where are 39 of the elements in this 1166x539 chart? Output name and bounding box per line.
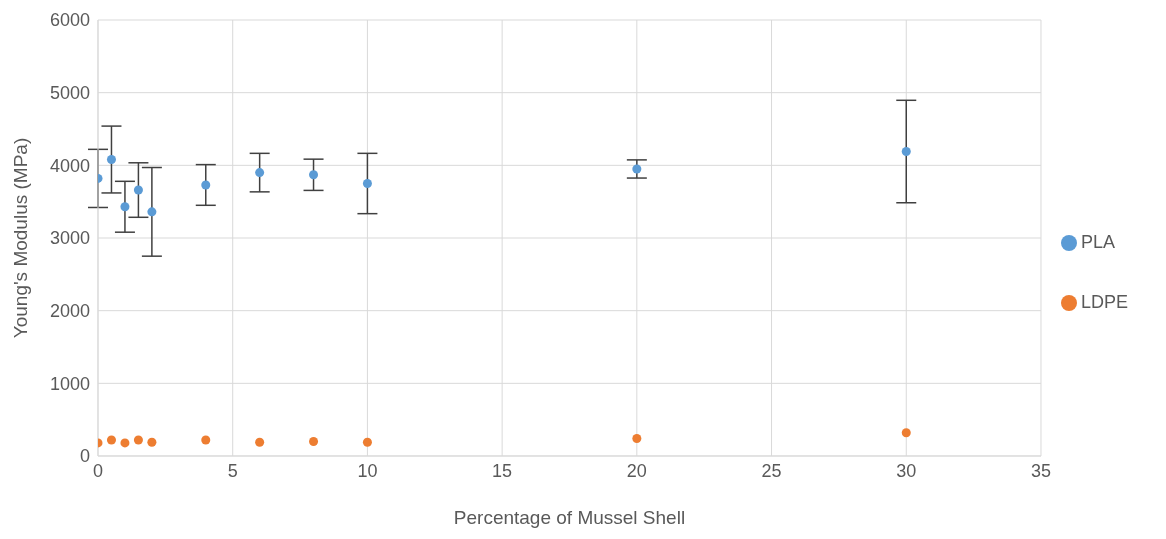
y-tick-label: 2000 (49, 301, 90, 322)
point (362, 437, 372, 447)
point (255, 168, 265, 178)
x-tick-label: 0 (92, 460, 104, 481)
legend-label: LDPE (1080, 292, 1128, 312)
x-tick-label: 20 (626, 460, 647, 481)
point (309, 436, 319, 446)
point (201, 180, 211, 190)
x-tick-label: 25 (761, 460, 782, 481)
point (147, 207, 157, 217)
y-axis-title: Young's Modulus (MPa) (9, 137, 31, 339)
y-tick-label: 1000 (49, 373, 90, 394)
point (106, 435, 116, 445)
point (309, 170, 319, 180)
point (632, 434, 642, 444)
y-tick-label: 4000 (49, 155, 90, 176)
point (201, 435, 211, 445)
point (901, 428, 911, 438)
point (133, 435, 143, 445)
y-tick-label: 0 (79, 446, 90, 467)
point (106, 155, 116, 165)
x-tick-label: 30 (896, 460, 917, 481)
point (632, 164, 642, 174)
y-tick-label: 6000 (49, 10, 90, 31)
x-tick-label: 5 (227, 460, 238, 481)
point (362, 178, 372, 189)
x-tick-label: 15 (492, 460, 513, 481)
y-tick-label: 5000 (49, 83, 90, 104)
legend-label: PLA (1080, 232, 1115, 252)
x-tick-label: 10 (357, 460, 378, 481)
point (133, 185, 143, 195)
point (255, 437, 265, 447)
y-tick-label: 3000 (49, 228, 90, 249)
point (901, 147, 911, 157)
x-axis-title: Percentage of Mussel Shell (453, 507, 686, 528)
point (120, 438, 130, 448)
point (120, 202, 130, 212)
x-tick-label: 35 (1030, 460, 1051, 481)
point (147, 437, 157, 447)
